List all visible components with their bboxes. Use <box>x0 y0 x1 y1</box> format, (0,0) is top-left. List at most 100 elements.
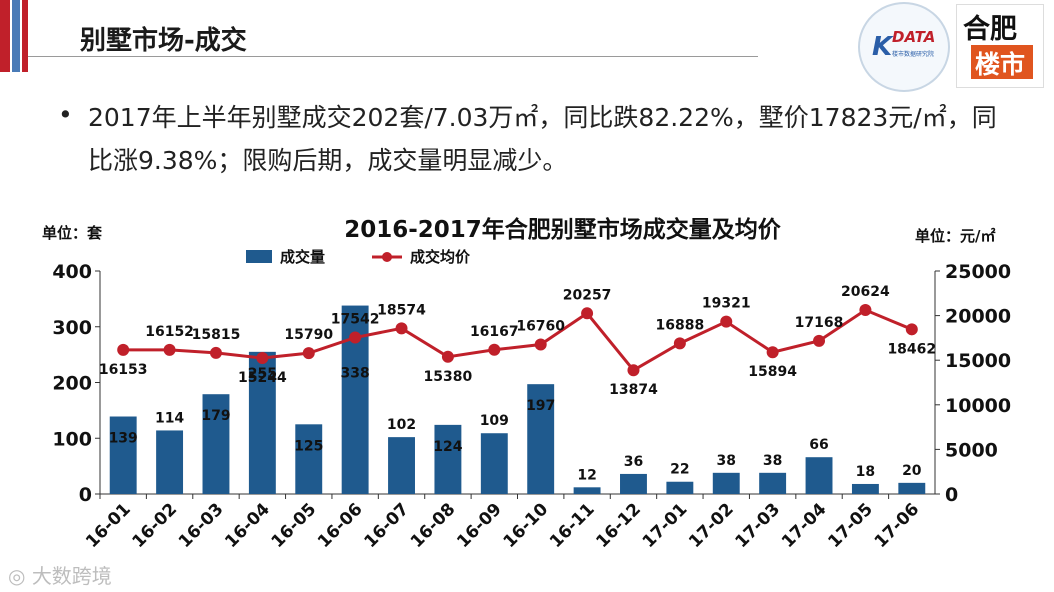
price-point <box>720 315 733 328</box>
price-value-label: 18574 <box>377 302 426 318</box>
bar <box>898 482 926 494</box>
left-tick-label: 100 <box>52 428 92 450</box>
price-point <box>163 343 176 356</box>
bar <box>759 472 787 494</box>
bar <box>573 487 601 494</box>
left-tick-label: 300 <box>52 317 92 339</box>
watermark-text: 大数跨境 <box>31 564 112 588</box>
kdata-logo-text: DATA <box>892 28 936 46</box>
price-value-label: 16888 <box>656 317 705 333</box>
price-value-label: 16167 <box>470 324 519 340</box>
right-tick-label: 0 <box>945 484 958 506</box>
price-point <box>395 322 408 335</box>
x-tick-label: 17-06 <box>871 499 924 552</box>
legend-label-line: 成交均价 <box>410 248 471 266</box>
price-value-label: 19321 <box>702 296 751 312</box>
bar <box>480 433 508 494</box>
title-divider <box>28 56 758 57</box>
kdata-logo-letter: K <box>872 32 893 62</box>
right-tick-label: 20000 <box>945 306 1011 328</box>
bar-value-label: 179 <box>201 408 230 424</box>
price-point <box>349 331 362 344</box>
left-axis-unit: 单位：套 <box>42 224 103 242</box>
watermark: ◎ 大数跨境 <box>8 560 112 589</box>
x-tick-label: 16-06 <box>314 499 367 552</box>
x-tick-label: 16-04 <box>221 499 274 552</box>
bar-value-label: 109 <box>480 413 509 429</box>
price-point <box>905 323 918 336</box>
price-point <box>302 347 315 360</box>
bar-value-label: 12 <box>577 467 596 483</box>
price-value-label: 16153 <box>99 362 148 378</box>
hefei-loushi-logo: 合肥 楼市 <box>956 4 1044 88</box>
accent-bar-red-2 <box>22 0 28 72</box>
bar-value-label: 18 <box>856 464 875 480</box>
bar-value-label: 36 <box>624 454 643 470</box>
bar-value-label: 139 <box>109 431 138 447</box>
bar <box>527 384 555 494</box>
price-value-label: 17542 <box>331 312 380 328</box>
x-tick-label: 17-01 <box>639 499 692 552</box>
price-point <box>117 343 130 356</box>
slide-title: 别墅市场-成交 <box>80 26 247 56</box>
price-point <box>813 334 826 347</box>
x-tick-label: 16-07 <box>360 499 413 552</box>
x-tick-label: 16-09 <box>453 499 506 552</box>
bar-value-label: 20 <box>902 463 922 479</box>
bar-value-label: 38 <box>717 453 736 469</box>
left-tick-label: 0 <box>79 484 92 506</box>
price-value-label: 15380 <box>424 369 473 385</box>
price-line <box>123 308 913 373</box>
right-tick-label: 25000 <box>945 261 1011 283</box>
bar <box>109 416 137 494</box>
left-tick-label: 200 <box>52 373 92 395</box>
price-point <box>859 304 872 317</box>
price-value-label: 17168 <box>795 315 844 331</box>
bar <box>434 424 462 494</box>
price-value-label: 16152 <box>145 324 194 340</box>
right-tick-label: 5000 <box>945 439 998 461</box>
bar <box>620 473 647 494</box>
price-value-label: 15815 <box>192 327 241 343</box>
x-tick-label: 16-08 <box>407 499 460 552</box>
x-tick-label: 17-04 <box>778 499 831 552</box>
bullet-dot: • <box>58 100 73 129</box>
price-point <box>581 307 594 320</box>
price-point <box>256 352 269 365</box>
chart-title: 2016-2017年合肥别墅市场成交量及均价 <box>344 216 782 243</box>
hefei-logo-stamp <box>971 45 1033 79</box>
price-value-label: 16760 <box>516 319 565 335</box>
price-value-label: 13874 <box>609 382 658 398</box>
bar-value-label: 197 <box>526 398 555 414</box>
x-tick-label: 16-01 <box>82 499 135 552</box>
bar-value-label: 124 <box>433 439 462 455</box>
bar <box>248 351 276 494</box>
kdata-logo-subtext: 楼市数据研究院 <box>892 51 935 58</box>
bar <box>388 437 415 494</box>
bar <box>851 483 879 494</box>
right-tick-label: 15000 <box>945 350 1011 372</box>
bar <box>712 472 740 494</box>
x-tick-label: 17-03 <box>732 499 785 552</box>
price-point <box>673 337 686 350</box>
price-value-label: 20257 <box>563 287 612 303</box>
accent-bar-blue <box>12 0 20 72</box>
bar <box>666 481 694 494</box>
legend-label-bar: 成交量 <box>280 248 325 266</box>
bar-value-label: 125 <box>294 438 323 454</box>
price-value-label: 15790 <box>284 327 333 343</box>
x-tick-label: 16-12 <box>592 499 645 552</box>
x-tick-label: 17-05 <box>824 499 877 552</box>
price-point <box>534 338 547 351</box>
price-point <box>627 364 640 377</box>
kdata-logo: K DATA 楼市数据研究院 <box>858 2 950 92</box>
price-point <box>209 346 222 359</box>
price-value-label: 20624 <box>841 284 890 300</box>
bar <box>156 430 184 494</box>
price-point <box>441 350 454 363</box>
bar-value-label: 38 <box>763 453 782 469</box>
x-tick-label: 16-11 <box>546 499 599 552</box>
bar-value-label: 102 <box>387 417 416 433</box>
left-tick-label: 400 <box>52 261 92 283</box>
